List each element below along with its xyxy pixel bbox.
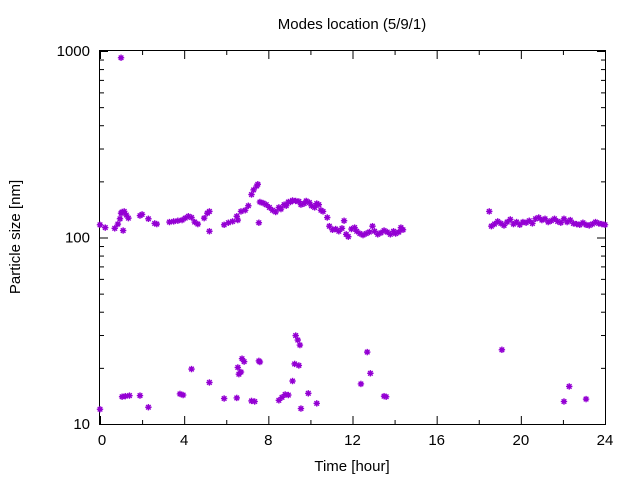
data-point <box>507 216 514 223</box>
data-point <box>102 224 109 231</box>
data-point <box>277 205 285 213</box>
data-point <box>145 215 152 222</box>
data-point <box>357 380 365 388</box>
data-point <box>240 358 248 365</box>
data-point <box>179 391 187 399</box>
data-point <box>319 208 327 215</box>
data-point <box>311 204 318 211</box>
data-point <box>498 346 506 353</box>
data-point <box>116 215 124 222</box>
x-tick-label: 0 <box>98 432 106 449</box>
data-point <box>206 228 213 235</box>
chart-title: Modes location (5/9/1) <box>278 16 426 33</box>
data-point <box>225 219 232 226</box>
data-point <box>294 336 301 344</box>
data-point <box>256 358 264 366</box>
data-point <box>119 227 127 234</box>
data-point <box>117 54 125 61</box>
data-point <box>251 398 258 405</box>
data-point <box>170 218 177 225</box>
data-point <box>366 228 373 236</box>
data-point <box>340 217 348 224</box>
data-point <box>206 379 213 386</box>
data-point <box>255 219 263 226</box>
data-point <box>206 208 213 215</box>
data-point <box>188 214 195 221</box>
x-axis-label: Time [hour] <box>314 458 389 475</box>
data-point <box>285 391 292 399</box>
x-tick-label: 24 <box>597 432 614 449</box>
data-point <box>295 362 303 369</box>
data-point <box>233 394 240 402</box>
plot-frame <box>99 50 606 425</box>
data-point <box>241 207 249 214</box>
data-point <box>382 393 390 400</box>
data-point <box>234 216 242 224</box>
data-point <box>138 211 146 218</box>
data-point <box>220 395 228 402</box>
data-point <box>278 394 286 401</box>
x-tick-label: 20 <box>512 432 529 449</box>
y-tick-label: 1000 <box>57 43 90 60</box>
data-point <box>601 221 609 228</box>
data-point <box>234 364 242 371</box>
y-axis-label: Particle size [nm] <box>7 180 24 294</box>
data-point <box>153 220 161 228</box>
data-point <box>136 392 144 399</box>
data-point <box>200 214 208 222</box>
data-point <box>371 228 378 235</box>
y-tick-label: 10 <box>73 416 90 433</box>
data-point <box>245 202 252 209</box>
data-point <box>145 404 152 411</box>
data-point <box>332 225 339 233</box>
y-axis-ticks: 10 100 1000 <box>57 43 605 433</box>
data-point <box>96 221 104 228</box>
data-point <box>220 221 228 228</box>
data-point <box>486 208 493 215</box>
data-point <box>229 218 236 225</box>
data-point <box>289 377 296 385</box>
data-point <box>369 222 376 230</box>
data-point <box>237 368 245 376</box>
data-point <box>567 216 574 224</box>
data-point <box>96 406 104 413</box>
data-points <box>96 54 609 413</box>
data-point <box>313 400 320 407</box>
data-point <box>338 225 346 232</box>
data-point <box>125 214 132 222</box>
data-point <box>364 348 371 356</box>
data-point <box>488 222 495 230</box>
data-point <box>367 370 374 377</box>
data-point <box>582 395 590 403</box>
data-point <box>297 405 305 412</box>
data-point <box>114 220 122 228</box>
data-point <box>111 225 118 232</box>
data-point <box>497 220 505 227</box>
data-point <box>305 390 312 397</box>
x-tick-label: 4 <box>180 432 188 449</box>
data-point <box>399 226 407 233</box>
x-tick-label: 16 <box>428 432 445 449</box>
data-point <box>345 233 352 240</box>
data-point <box>548 217 555 224</box>
data-point <box>126 392 133 399</box>
data-point <box>166 218 173 226</box>
x-axis-ticks: 0 4 8 12 16 20 24 <box>98 51 614 449</box>
data-point <box>315 201 323 208</box>
data-point <box>560 398 568 405</box>
data-point <box>188 365 195 373</box>
x-tick-label: 12 <box>344 432 361 449</box>
data-point <box>529 220 536 227</box>
x-tick-label: 8 <box>264 432 272 449</box>
data-point <box>324 214 331 221</box>
data-point <box>566 383 573 390</box>
data-point <box>296 341 304 349</box>
data-point <box>272 208 279 216</box>
data-point <box>254 181 262 188</box>
y-tick-label: 100 <box>65 230 90 247</box>
data-point <box>194 220 202 228</box>
